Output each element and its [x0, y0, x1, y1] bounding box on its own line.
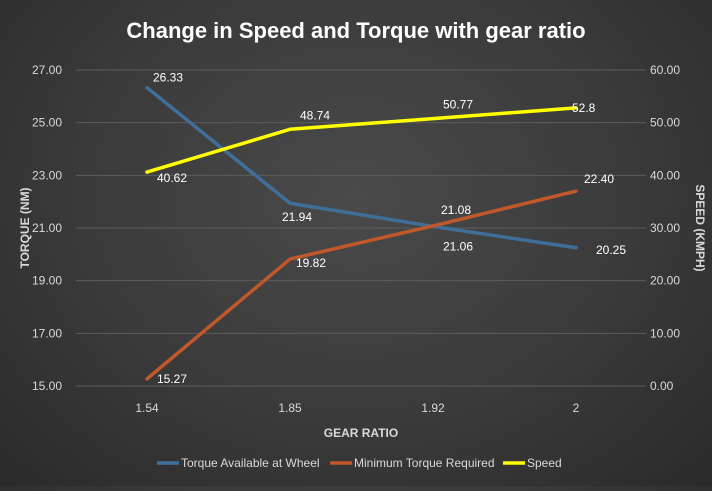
- tick-labels: 15.00 17.00 19.00 21.00 23.00 25.00 27.00 0.00 1…: [32, 63, 680, 415]
- data-labels: 26.33 21.94 21.06 20.25 15.27 19.82 21.08 22.40…: [153, 71, 626, 386]
- y-tick-label: 17.00: [32, 326, 62, 340]
- series-lines: [145, 85, 578, 381]
- y-tick-label: 15.00: [32, 379, 62, 393]
- y-tick-label: 25.00: [32, 116, 62, 130]
- data-point: [431, 224, 435, 228]
- data-label: 52.8: [572, 101, 596, 115]
- data-point: [574, 106, 578, 110]
- y2-tick-label: 60.00: [650, 63, 680, 77]
- legend: Torque Available at Wheel Minimum Torque …: [157, 456, 562, 470]
- data-point: [288, 257, 292, 261]
- data-label: 22.40: [584, 172, 614, 186]
- y-axis-title: TORQUE (NM): [18, 187, 32, 268]
- data-point: [145, 86, 149, 90]
- data-label: 21.06: [443, 239, 473, 253]
- legend-entry: Minimum Torque Required: [354, 456, 495, 470]
- x-tick-label: 1.92: [421, 401, 445, 415]
- x-tick-label: 1.85: [278, 401, 302, 415]
- y2-tick-label: 30.00: [650, 221, 680, 235]
- x-axis-title: GEAR RATIO: [324, 426, 398, 440]
- series-line-1: [145, 85, 578, 250]
- data-label: 40.62: [157, 171, 187, 185]
- data-label: 19.82: [296, 256, 326, 270]
- data-point: [145, 377, 149, 381]
- legend-entry: Speed: [527, 456, 562, 470]
- data-label: 20.25: [596, 243, 626, 257]
- data-label: 50.77: [443, 98, 473, 112]
- y-tick-label: 19.00: [32, 274, 62, 288]
- data-label: 21.94: [282, 210, 312, 224]
- data-label: 48.74: [300, 108, 330, 122]
- data-point: [145, 170, 149, 174]
- data-point: [288, 201, 292, 205]
- y-tick-label: 27.00: [32, 63, 62, 77]
- y2-tick-label: 20.00: [650, 274, 680, 288]
- y2-axis-title: SPEED (KMPH): [693, 184, 707, 271]
- data-label: 15.27: [157, 372, 187, 386]
- y2-tick-label: 50.00: [650, 116, 680, 130]
- y2-tick-label: 10.00: [650, 326, 680, 340]
- x-tick-label: 1.54: [135, 401, 159, 415]
- legend-entry: Torque Available at Wheel: [181, 456, 320, 470]
- data-point: [288, 127, 292, 131]
- x-tick-label: 2: [573, 401, 580, 415]
- series-line-2: [145, 189, 578, 381]
- y2-tick-label: 40.00: [650, 168, 680, 182]
- data-label: 21.08: [441, 203, 471, 217]
- gridlines: [76, 69, 646, 387]
- data-point: [574, 189, 578, 193]
- data-point: [574, 246, 578, 250]
- data-point: [431, 117, 435, 121]
- y-tick-label: 23.00: [32, 168, 62, 182]
- chart-title: Change in Speed and Torque with gear rat…: [126, 18, 585, 43]
- data-label: 26.33: [153, 71, 183, 85]
- series-line-3: [145, 106, 578, 174]
- y-tick-label: 21.00: [32, 221, 62, 235]
- y2-tick-label: 0.00: [650, 379, 674, 393]
